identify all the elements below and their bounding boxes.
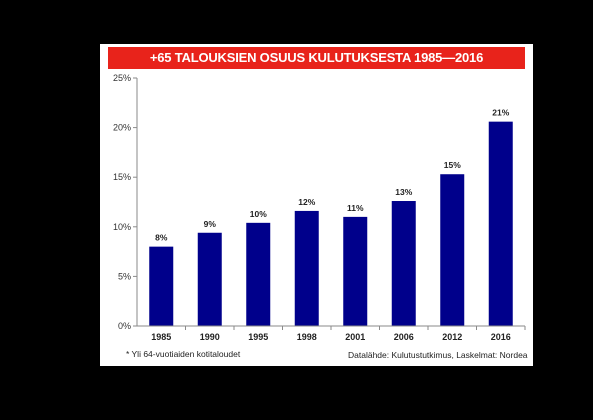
x-tick-label-1998: 1998 [297,332,317,342]
x-tick-label-1990: 1990 [200,332,220,342]
x-tick-label-1995: 1995 [248,332,268,342]
bar-2006 [391,201,416,326]
bar-1998 [294,210,319,326]
x-tick-label-2001: 2001 [345,332,365,342]
x-tick-label-2012: 2012 [442,332,462,342]
data-label-2012: 15% [444,160,461,170]
bar-1985 [149,246,174,326]
x-tick-label-2006: 2006 [394,332,414,342]
y-tick-label: 20% [113,123,131,133]
data-label-2001: 11% [347,203,364,213]
y-axis: 0% 5% 10% 15% 20% 25% [113,73,138,331]
y-tick-label: 10% [113,222,131,232]
data-label-2006: 13% [395,187,412,197]
y-tick-label: 5% [118,271,131,281]
x-axis: 1985 1990 1995 1998 2001 2006 2012 2016 [137,325,526,342]
chart-title: +65 TALOUKSIEN OSUUS KULUTUKSESTA 1985—2… [108,47,525,69]
data-label-1995: 10% [250,209,267,219]
data-label-1998: 12% [298,197,315,207]
y-tick-label: 15% [113,172,131,182]
bar-2001 [343,216,368,326]
x-tick-label-2016: 2016 [491,332,511,342]
footnote: * Yli 64-vuotiaiden kotitaloudet [126,349,241,359]
bar-2016 [488,121,513,326]
y-tick-label: 0% [118,321,131,331]
bars: 8% 9% 10% 12% 11% 13% 15% 21% [149,108,513,326]
y-tick-label: 25% [113,73,131,83]
x-tick-label-1985: 1985 [151,332,171,342]
bar-chart: 0%5%10%15%20%25% 8%9%10%12%11%13%15%21% … [113,73,526,342]
data-label-1985: 8% [155,233,168,243]
bar-1995 [246,222,271,326]
bar-1990 [197,232,222,326]
chart-panel: +65 TALOUKSIEN OSUUS KULUTUKSESTA 1985—2… [100,44,533,366]
data-source: Datalähde: Kulutustutkimus, Laskelmat: N… [348,350,528,360]
data-label-2016: 21% [492,108,509,118]
data-label-1990: 9% [204,219,217,229]
bar-2012 [440,174,465,326]
